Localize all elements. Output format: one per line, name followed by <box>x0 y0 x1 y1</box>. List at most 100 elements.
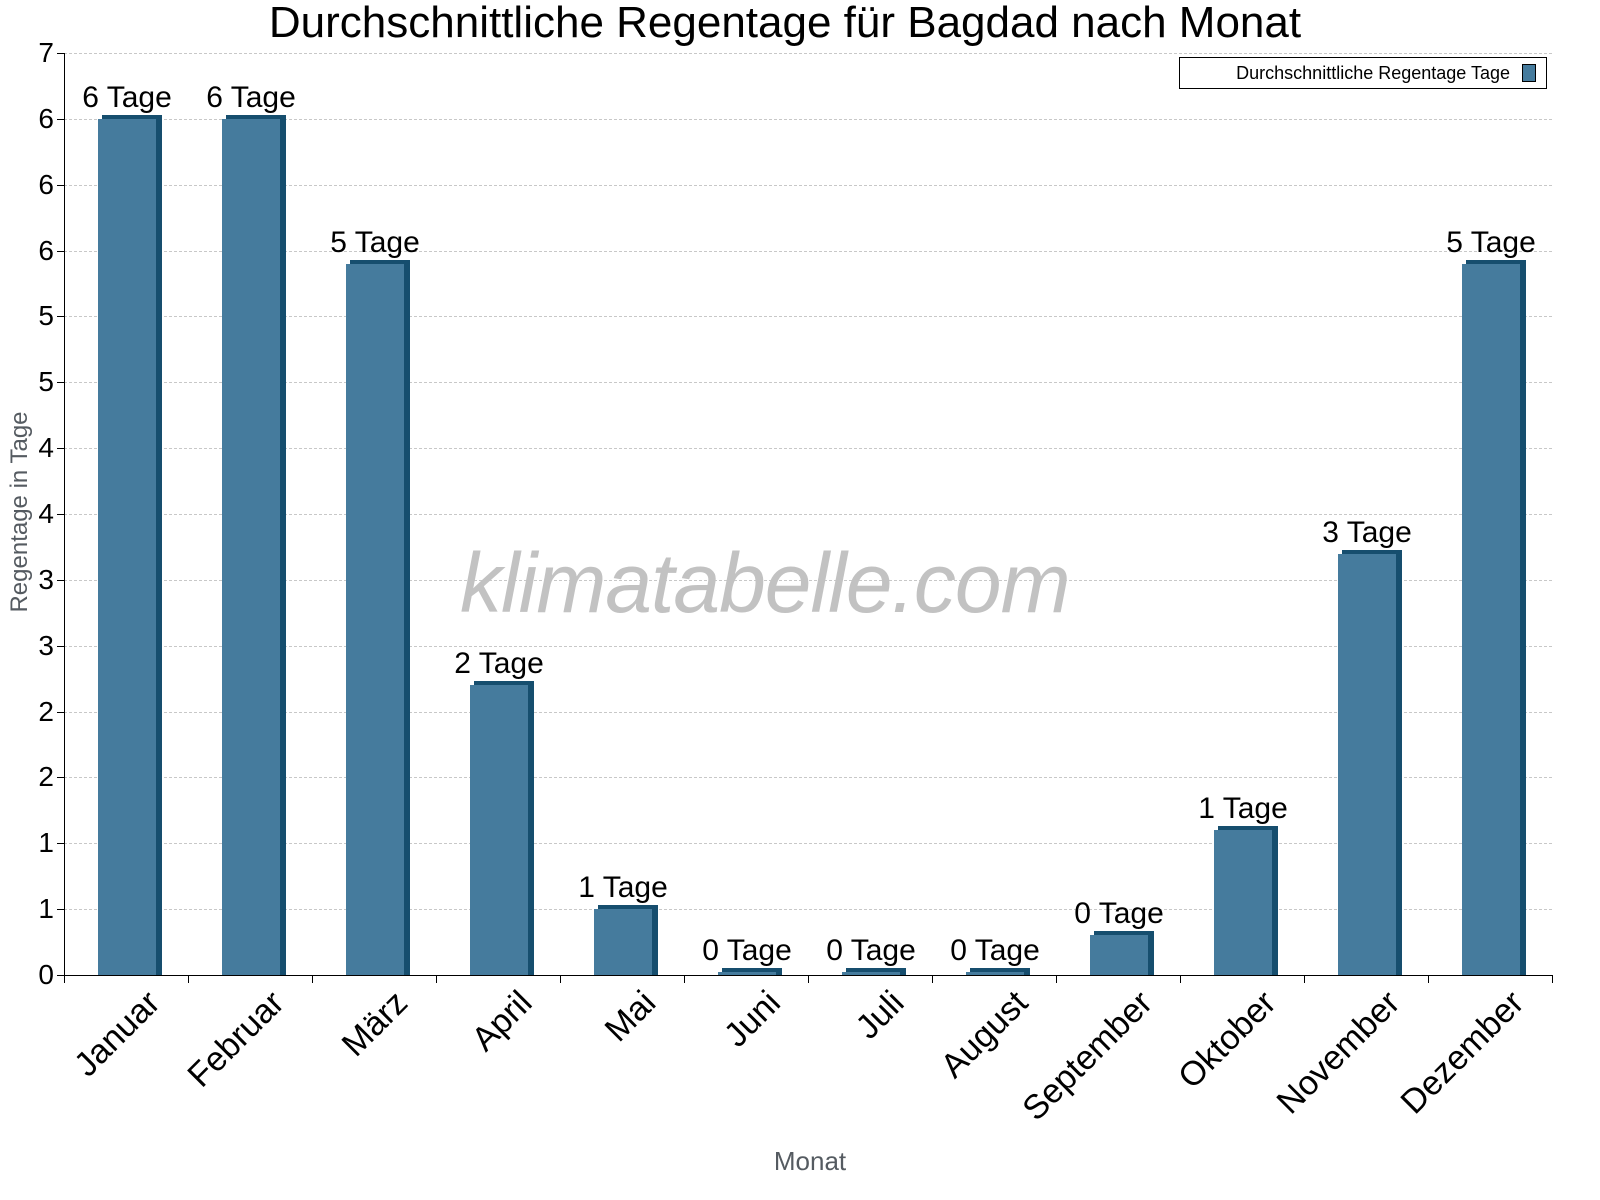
x-tick-label: März <box>334 983 416 1064</box>
chart-title: Durchschnittliche Regentage für Bagdad n… <box>268 0 1302 47</box>
y-tick <box>57 53 64 54</box>
data-label: 0 Tage <box>950 934 1040 968</box>
data-label: 1 Tage <box>578 871 668 905</box>
watermark: klimatabelle.com <box>460 536 1071 630</box>
x-tick <box>312 975 313 983</box>
x-tick-label: Juni <box>716 983 788 1055</box>
y-tick-label: 6 <box>38 234 54 266</box>
bar-top <box>1342 549 1402 554</box>
y-tick-label: 7 <box>38 37 54 68</box>
legend: Durchschnittliche Regentage Tage <box>1179 57 1547 89</box>
data-label: 2 Tage <box>454 647 544 681</box>
y-tick-label: 4 <box>38 432 54 464</box>
x-tick <box>64 975 65 983</box>
y-tick-label: 1 <box>38 893 54 925</box>
x-tick <box>1552 975 1553 983</box>
bar-side <box>1272 830 1278 975</box>
bar-side <box>652 909 658 975</box>
x-tick-label: August <box>933 983 1036 1086</box>
plot-area <box>64 53 1552 975</box>
bar-august <box>966 972 1024 975</box>
bar-top <box>598 905 658 910</box>
x-tick <box>1428 975 1429 983</box>
bar-top <box>1218 826 1278 831</box>
bar-side <box>404 263 410 975</box>
bar-side <box>280 118 286 975</box>
bar-top <box>474 681 534 686</box>
y-tick <box>57 250 64 252</box>
x-tick-label: Juli <box>848 983 912 1047</box>
bar-top <box>722 968 782 973</box>
y-tick <box>57 843 64 845</box>
x-axis-title: Monat <box>773 1146 847 1176</box>
gridline <box>64 448 1552 450</box>
y-tick <box>57 711 64 713</box>
y-tick-label: 5 <box>38 300 54 332</box>
bar-juli <box>842 972 900 975</box>
bar-top <box>350 259 410 264</box>
y-tick <box>57 316 64 318</box>
gridline <box>64 382 1552 384</box>
y-tick <box>57 514 64 515</box>
gridline <box>64 843 1552 845</box>
legend-label: Durchschnittliche Regentage Tage <box>1236 62 1510 83</box>
y-tick-label: 6 <box>38 102 54 134</box>
bar-side <box>156 118 162 975</box>
gridline <box>64 53 1552 54</box>
bar-mai <box>594 909 652 975</box>
gridline <box>64 645 1552 647</box>
x-tick-label: November <box>1269 983 1408 1122</box>
bar-dezember <box>1462 263 1520 975</box>
x-tick-label: September <box>1015 983 1160 1129</box>
data-label: 5 Tage <box>1446 225 1536 259</box>
bar-oktober <box>1214 830 1272 975</box>
bar-top <box>846 968 906 973</box>
bar-top <box>226 114 286 119</box>
y-tick-label: 5 <box>38 366 54 398</box>
bar-top <box>102 114 162 119</box>
x-tick <box>932 975 933 983</box>
bar-top <box>1094 931 1154 936</box>
y-tick-label: 4 <box>38 498 54 529</box>
y-tick-label: 2 <box>38 695 54 727</box>
bar-januar <box>98 118 156 975</box>
y-tick <box>57 909 64 911</box>
bar-side <box>776 972 782 975</box>
y-axis-title: Regentage in Tage <box>6 411 33 613</box>
bar-märz <box>346 263 404 975</box>
y-tick <box>57 184 64 186</box>
data-label: 5 Tage <box>330 225 420 259</box>
y-tick-label: 2 <box>38 761 54 793</box>
x-tick-label: Dezember <box>1393 983 1532 1122</box>
x-tick-label: Oktober <box>1171 983 1284 1096</box>
data-label: 6 Tage <box>206 80 296 114</box>
data-label: 1 Tage <box>1198 792 1288 826</box>
y-tick-label: 0 <box>38 959 54 990</box>
gridline <box>64 579 1552 581</box>
data-label: 6 Tage <box>82 80 172 114</box>
bar-juni <box>718 972 776 975</box>
x-tick-label: Februar <box>180 983 292 1095</box>
x-tick <box>684 975 685 983</box>
gridline <box>64 909 1552 911</box>
x-tick <box>560 975 561 983</box>
bar-april <box>470 685 528 975</box>
x-tick <box>188 975 189 983</box>
data-label: 0 Tage <box>702 934 792 968</box>
gridline <box>64 711 1552 713</box>
legend-swatch-icon <box>1522 64 1536 82</box>
bar-side <box>528 685 534 975</box>
y-tick <box>57 645 64 647</box>
data-label: 3 Tage <box>1322 515 1412 549</box>
y-tick <box>57 448 64 450</box>
y-tick-label: 1 <box>38 827 54 859</box>
y-tick-label: 6 <box>38 168 54 200</box>
bar-november <box>1338 553 1396 975</box>
gridline <box>64 316 1552 318</box>
x-tick <box>436 975 437 983</box>
bar-februar <box>222 118 280 975</box>
x-tick <box>808 975 809 983</box>
bar-side <box>900 972 906 975</box>
gridline <box>64 118 1552 120</box>
gridline <box>64 514 1552 515</box>
